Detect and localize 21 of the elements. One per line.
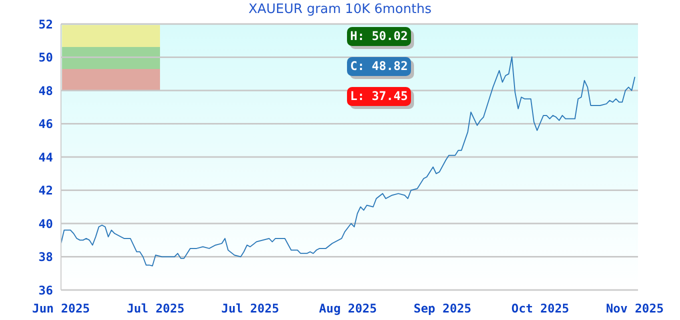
x-tick-label: Oct 2025 (511, 302, 570, 316)
x-tick-label: Nov 2025 (606, 302, 664, 316)
x-tick-label: Sep 2025 (414, 302, 472, 316)
line-series (61, 56, 636, 266)
x-tick-label: Jun 2025 (32, 302, 90, 316)
y-tick-label: 42 (38, 184, 53, 198)
y-tick-label: 50 (38, 50, 53, 65)
x-tick-label: Jul 2025 (126, 302, 184, 316)
y-tick-label: 52 (38, 17, 53, 32)
annotation: C: 48.82 (347, 57, 411, 76)
chart-title: XAUEUR gram 10K 6months (247, 2, 432, 17)
y-tick-label: 38 (38, 250, 53, 264)
x-tick-label: Aug 2025 (319, 302, 377, 316)
y-tick-label: 44 (38, 150, 53, 164)
annotation: L: 37.45 (347, 87, 411, 106)
y-tick-label: 40 (38, 216, 53, 231)
x-tick-label: Jul 2025 (221, 302, 280, 316)
y-tick-label: 36 (38, 283, 53, 298)
y-tick-label: 46 (38, 117, 53, 132)
annotation: H: 50.02 (347, 27, 411, 46)
y-tick-label: 48 (38, 84, 53, 98)
